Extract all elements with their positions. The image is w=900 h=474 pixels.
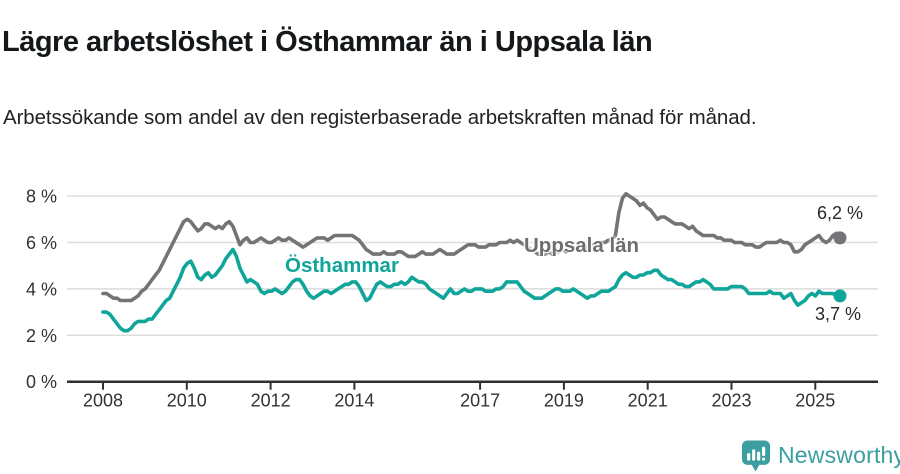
- chart-speech-bubble-icon: [741, 440, 771, 472]
- y-axis-tick-label: 2 %: [26, 326, 57, 346]
- x-axis-tick-label: 2021: [628, 391, 668, 411]
- x-axis-tick-label: 2008: [83, 391, 123, 411]
- x-axis-tick-label: 2012: [251, 391, 291, 411]
- x-axis-tick-label: 2025: [795, 391, 835, 411]
- x-axis-tick-label: 2023: [711, 391, 751, 411]
- x-axis-tick-label: 2014: [334, 391, 374, 411]
- series-line-uppsala-l-n: [101, 192, 842, 303]
- series-label-uppsala-lan: Uppsala län: [524, 234, 640, 257]
- y-axis-tick-label: 4 %: [26, 279, 57, 299]
- end-value-label-osthammar: 3,7 %: [815, 304, 862, 324]
- y-axis-tick-label: 0 %: [26, 372, 57, 392]
- x-axis-tick-label: 2010: [167, 391, 207, 411]
- series-end-dot-uppsala-l-n: [833, 231, 847, 245]
- x-axis-tick-label: 2019: [544, 391, 584, 411]
- series-label-osthammar: Östhammar: [285, 254, 399, 277]
- series-end-dot--sthammar: [833, 289, 847, 303]
- brand-name: Newsworthy: [778, 442, 900, 468]
- y-axis-tick-label: 8 %: [26, 187, 57, 207]
- end-value-label-uppsala-lan: 6,2 %: [817, 203, 864, 223]
- page-subtitle: Arbetssökande som andel av den registerb…: [3, 105, 757, 129]
- series-line--sthammar: [101, 247, 842, 333]
- page-title: Lägre arbetslöshet i Östhammar än i Upps…: [2, 26, 653, 59]
- x-axis-tick-label: 2017: [460, 391, 500, 411]
- newsworthy-logo[interactable]: Newsworthy: [741, 439, 900, 472]
- y-axis-tick-label: 6 %: [26, 233, 57, 253]
